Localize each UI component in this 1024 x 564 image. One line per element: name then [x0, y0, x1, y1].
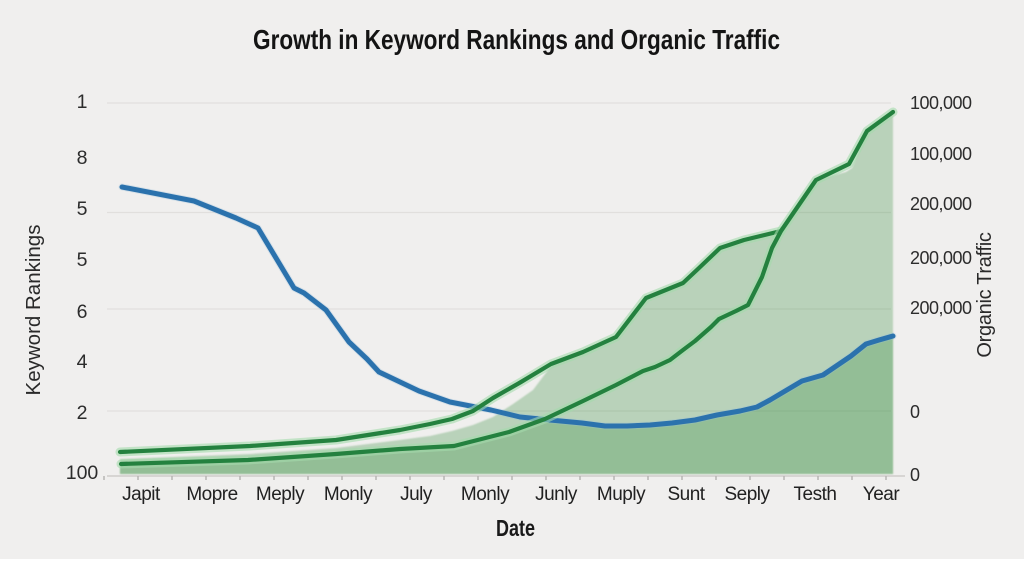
svg-text:Junly: Junly — [535, 484, 578, 505]
svg-text:0: 0 — [910, 402, 920, 422]
svg-text:100,000: 100,000 — [910, 144, 972, 164]
svg-text:5: 5 — [77, 198, 88, 220]
svg-text:100,000: 100,000 — [910, 93, 972, 113]
svg-text:July: July — [400, 484, 433, 505]
svg-text:6: 6 — [77, 301, 88, 323]
svg-text:1: 1 — [77, 91, 88, 113]
svg-text:4: 4 — [77, 351, 88, 373]
svg-text:Monly: Monly — [461, 484, 510, 505]
svg-text:5: 5 — [77, 249, 88, 271]
svg-text:8: 8 — [77, 147, 88, 169]
svg-text:Year: Year — [863, 484, 901, 505]
svg-text:0: 0 — [910, 465, 920, 485]
svg-text:200,000: 200,000 — [910, 298, 972, 318]
svg-text:2: 2 — [77, 402, 88, 424]
svg-text:Meply: Meply — [256, 484, 305, 505]
svg-text:100: 100 — [66, 462, 99, 484]
svg-text:200,000: 200,000 — [910, 248, 972, 268]
svg-text:Mopre: Mopre — [186, 484, 237, 505]
svg-text:Growth in Keyword Rankings and: Growth in Keyword Rankings and Organic T… — [253, 24, 780, 55]
svg-text:Japit: Japit — [122, 484, 161, 505]
svg-text:Date: Date — [496, 515, 535, 541]
svg-text:Testh: Testh — [794, 484, 837, 505]
svg-text:Monly: Monly — [324, 484, 373, 505]
svg-text:Muply: Muply — [597, 484, 646, 505]
svg-text:Organic Traffic: Organic Traffic — [974, 232, 996, 357]
svg-text:Keyword Rankings: Keyword Rankings — [22, 225, 45, 396]
svg-text:Seply: Seply — [724, 484, 770, 505]
svg-text:Sunt: Sunt — [667, 484, 705, 505]
svg-text:200,000: 200,000 — [910, 194, 972, 214]
